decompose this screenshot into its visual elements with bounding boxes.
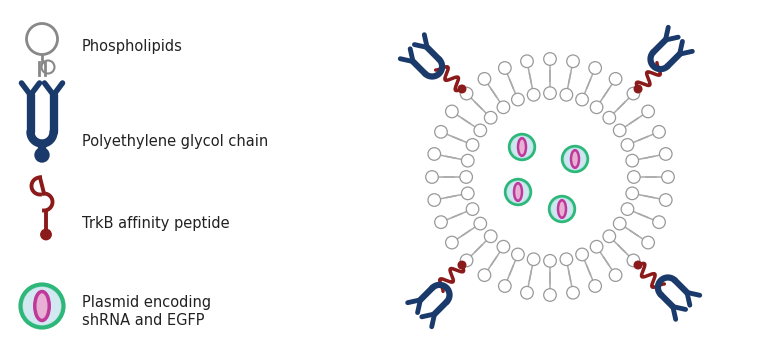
- Circle shape: [41, 229, 51, 240]
- Circle shape: [603, 112, 616, 124]
- Circle shape: [435, 216, 447, 228]
- Circle shape: [428, 194, 441, 206]
- Circle shape: [511, 248, 525, 261]
- Circle shape: [603, 230, 616, 242]
- Ellipse shape: [571, 150, 579, 168]
- Circle shape: [498, 280, 511, 292]
- Circle shape: [460, 254, 473, 267]
- Text: Polyethylene glycol chain: Polyethylene glycol chain: [82, 134, 268, 149]
- Circle shape: [614, 124, 626, 137]
- Circle shape: [614, 217, 626, 230]
- Circle shape: [626, 154, 638, 167]
- Text: Plasmid encoding
shRNA and EGFP: Plasmid encoding shRNA and EGFP: [82, 295, 211, 328]
- Circle shape: [511, 136, 533, 158]
- Circle shape: [445, 105, 458, 118]
- Circle shape: [460, 171, 472, 183]
- Circle shape: [35, 148, 49, 162]
- Circle shape: [627, 171, 641, 183]
- Circle shape: [653, 126, 665, 138]
- Text: TrkB affinity peptide: TrkB affinity peptide: [82, 216, 230, 230]
- Circle shape: [544, 53, 556, 65]
- Circle shape: [560, 253, 573, 266]
- Circle shape: [627, 87, 640, 100]
- Circle shape: [609, 269, 622, 281]
- Circle shape: [544, 289, 556, 301]
- Ellipse shape: [35, 291, 49, 320]
- Circle shape: [662, 171, 674, 183]
- Circle shape: [445, 236, 458, 249]
- Circle shape: [478, 73, 491, 85]
- Circle shape: [589, 62, 601, 74]
- Circle shape: [478, 269, 491, 281]
- Circle shape: [466, 203, 478, 215]
- Circle shape: [485, 112, 497, 124]
- Circle shape: [621, 203, 634, 215]
- Circle shape: [551, 198, 573, 220]
- Circle shape: [544, 87, 556, 99]
- Circle shape: [660, 148, 672, 160]
- Circle shape: [589, 280, 601, 292]
- Circle shape: [634, 85, 642, 93]
- Ellipse shape: [514, 183, 522, 201]
- Circle shape: [528, 253, 540, 266]
- Circle shape: [621, 139, 634, 151]
- Circle shape: [22, 286, 61, 325]
- Circle shape: [497, 101, 510, 114]
- Circle shape: [576, 248, 588, 261]
- Circle shape: [474, 124, 487, 137]
- Circle shape: [521, 286, 533, 299]
- Circle shape: [567, 286, 579, 299]
- Circle shape: [564, 148, 586, 170]
- Circle shape: [642, 236, 654, 249]
- Circle shape: [560, 88, 573, 101]
- Circle shape: [458, 85, 465, 93]
- Circle shape: [642, 105, 654, 118]
- Circle shape: [498, 62, 511, 74]
- Circle shape: [660, 194, 672, 206]
- Circle shape: [576, 93, 588, 106]
- Circle shape: [591, 240, 603, 253]
- Circle shape: [497, 240, 510, 253]
- Circle shape: [528, 88, 540, 101]
- Ellipse shape: [518, 138, 526, 156]
- Circle shape: [420, 47, 680, 307]
- Circle shape: [462, 154, 474, 167]
- Text: Phospholipids: Phospholipids: [82, 39, 183, 53]
- Circle shape: [544, 255, 556, 267]
- Circle shape: [626, 187, 638, 200]
- Circle shape: [627, 254, 640, 267]
- Circle shape: [466, 139, 478, 151]
- Circle shape: [435, 126, 447, 138]
- Circle shape: [425, 171, 439, 183]
- Circle shape: [609, 73, 622, 85]
- Circle shape: [462, 187, 474, 200]
- Circle shape: [466, 93, 634, 261]
- Circle shape: [653, 216, 665, 228]
- Circle shape: [428, 148, 441, 160]
- Circle shape: [458, 261, 465, 269]
- Circle shape: [521, 55, 533, 68]
- Circle shape: [511, 93, 525, 106]
- Circle shape: [485, 230, 497, 242]
- Circle shape: [634, 261, 642, 269]
- Circle shape: [591, 101, 603, 114]
- Circle shape: [460, 87, 473, 100]
- Circle shape: [507, 181, 529, 203]
- Circle shape: [567, 55, 579, 68]
- Circle shape: [474, 217, 487, 230]
- Ellipse shape: [558, 200, 566, 218]
